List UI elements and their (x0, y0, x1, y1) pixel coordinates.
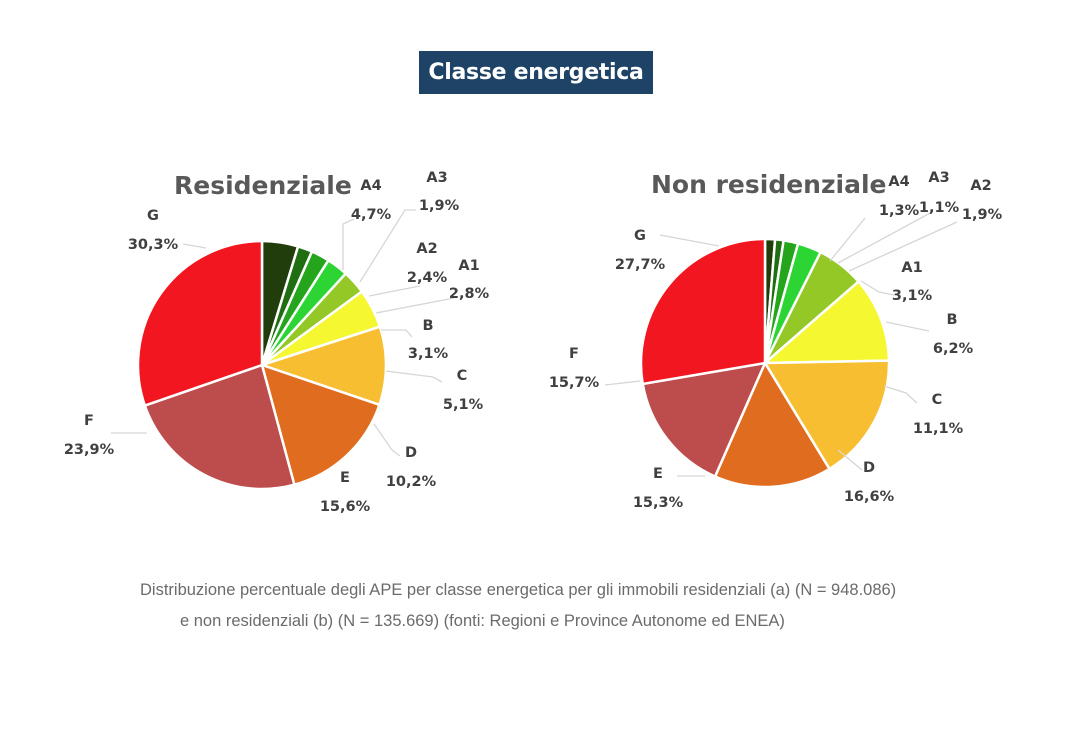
category-label-a4: A4 (360, 178, 381, 194)
chart-title: Non residenziale (651, 170, 887, 199)
slice-f (641, 361, 767, 478)
leader-line-a3 (837, 211, 933, 264)
category-label-a1: A1 (901, 260, 922, 276)
pie-chart-1: Residenziale A4 4,7% A3 1,9% A2 2,4% A1 2,8% B 3,1… (64, 170, 490, 515)
data-labels: A4 1,3% A3 1,1% A2 1,9% A1 3,1% B 6,2% C 11,1% D 16,6… (549, 170, 1003, 511)
leader-line-d (837, 449, 863, 471)
leader-line-a3 (359, 209, 416, 283)
value-label-a1: 3,1% (892, 288, 933, 304)
value-label-e: 15,3% (633, 495, 684, 511)
category-label-b: B (422, 318, 433, 334)
value-label-f: 15,7% (549, 375, 600, 391)
data-labels: A4 4,7% A3 1,9% A2 2,4% A1 2,8% B 3,1% C 5,1% D 10,2%… (64, 170, 490, 515)
value-label-a1: 2,8% (449, 286, 490, 302)
leader-line-g (659, 234, 720, 247)
value-label-b: 6,2% (933, 341, 974, 357)
value-label-a4: 4,7% (351, 207, 392, 223)
category-label-d: D (405, 445, 417, 461)
category-label-f: F (569, 346, 579, 362)
charts-area: Residenziale A4 4,7% A3 1,9% A2 2,4% A1 2,8% B 3,1… (64, 170, 1003, 515)
leader-line-a4 (342, 218, 355, 270)
caption-line-1: Distribuzione percentuale degli APE per … (140, 581, 897, 599)
leader-lines (111, 209, 455, 457)
value-label-c: 11,1% (913, 421, 964, 437)
value-label-e: 15,6% (320, 499, 371, 515)
caption-line-2: e non residenziali (b) (N = 135.669) (fo… (180, 612, 785, 630)
page-title: Classe energetica (419, 51, 653, 94)
category-label-a2: A2 (970, 178, 991, 194)
chart-title: Residenziale (174, 171, 352, 200)
slice-c (763, 280, 891, 365)
category-label-b: B (946, 312, 957, 328)
value-label-a2: 1,9% (962, 207, 1003, 223)
category-label-e: E (653, 466, 663, 482)
slice-e (260, 363, 381, 486)
leader-line-a2 (848, 221, 958, 272)
value-label-d: 10,2% (386, 474, 437, 490)
value-label-g: 27,7% (615, 257, 666, 273)
leader-line-a2 (368, 285, 421, 297)
category-label-f: F (84, 413, 94, 429)
leader-lines (604, 211, 958, 477)
slice-g (639, 237, 767, 386)
category-label-a2: A2 (416, 241, 437, 257)
leader-line-c (883, 385, 918, 404)
category-label-c: C (457, 368, 468, 384)
leader-line-g (182, 243, 207, 249)
leader-line-d (373, 423, 401, 457)
leader-line-b (381, 329, 413, 338)
value-label-a3: 1,1% (919, 200, 960, 216)
slice-d (260, 325, 388, 407)
category-label-a1: A1 (458, 258, 479, 274)
value-label-a2: 2,4% (407, 270, 448, 286)
slice-g (136, 239, 264, 407)
leader-line-f (604, 380, 641, 386)
category-label-e: E (340, 470, 350, 486)
slices (136, 239, 388, 491)
leader-line-c (385, 370, 443, 383)
leader-line-a4 (829, 217, 866, 262)
leader-line-b (885, 321, 930, 332)
slice-e (713, 361, 831, 489)
slices (639, 237, 891, 489)
category-label-a3: A3 (928, 170, 949, 186)
value-label-a4: 1,3% (879, 203, 920, 219)
category-label-a4: A4 (888, 174, 909, 190)
value-label-c: 5,1% (443, 397, 484, 413)
category-label-g: G (634, 228, 646, 244)
value-label-b: 3,1% (408, 346, 449, 362)
category-label-d: D (863, 460, 875, 476)
value-label-g: 30,3% (128, 237, 179, 253)
pie-chart-2: Non residenziale A4 1,3% A3 1,1% A2 1,9% A1 3,1%… (549, 170, 1003, 511)
category-label-g: G (147, 208, 159, 224)
value-label-a3: 1,9% (419, 198, 460, 214)
value-label-d: 16,6% (844, 489, 895, 505)
leader-line-a1 (860, 280, 895, 296)
category-label-a3: A3 (426, 170, 447, 186)
leader-line-a1 (375, 297, 455, 314)
value-label-f: 23,9% (64, 442, 115, 458)
category-label-c: C (932, 392, 943, 408)
slice-d (763, 359, 891, 471)
slice-f (143, 363, 296, 491)
